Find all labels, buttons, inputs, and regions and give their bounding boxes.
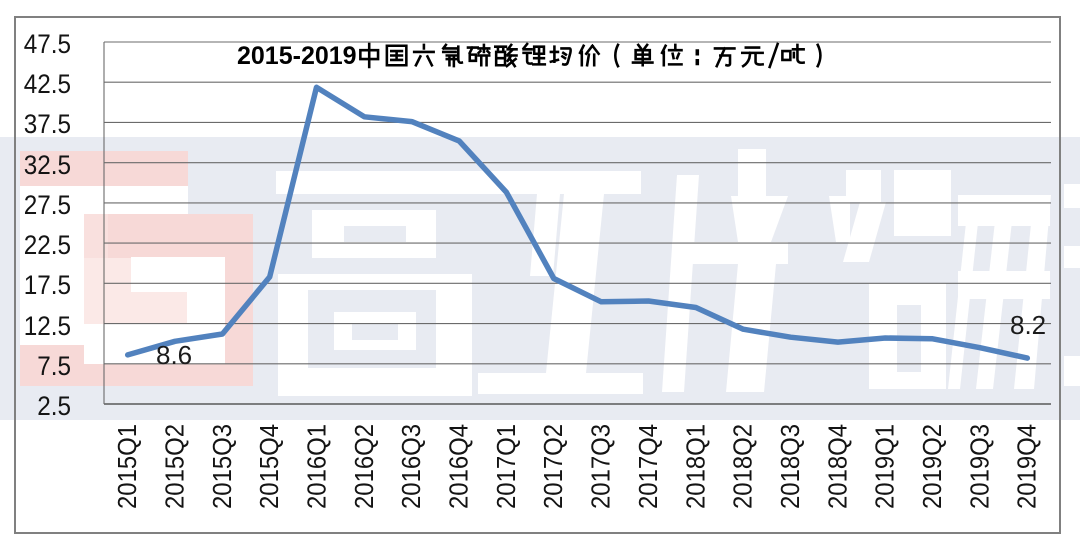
svg-text:8.6: 8.6	[156, 340, 192, 370]
svg-text:2017Q3: 2017Q3	[587, 424, 616, 509]
svg-text:2015Q4: 2015Q4	[255, 424, 284, 509]
svg-text:2018Q1: 2018Q1	[681, 424, 710, 509]
svg-text:32.5: 32.5	[24, 151, 71, 180]
svg-text:37.5: 37.5	[24, 110, 71, 139]
svg-text:2017Q1: 2017Q1	[492, 424, 521, 509]
svg-text:2018Q3: 2018Q3	[776, 424, 805, 509]
svg-text:7.5: 7.5	[37, 352, 71, 381]
svg-text:42.5: 42.5	[24, 70, 71, 99]
svg-text:22.5: 22.5	[24, 231, 71, 260]
svg-text:2018Q2: 2018Q2	[729, 424, 758, 509]
svg-text:2016Q4: 2016Q4	[445, 424, 474, 509]
svg-text:2017Q4: 2017Q4	[634, 424, 663, 509]
svg-text:2019Q1: 2019Q1	[871, 424, 900, 509]
svg-text:2016Q1: 2016Q1	[303, 424, 332, 509]
svg-text:27.5: 27.5	[24, 191, 71, 220]
svg-text:8.2: 8.2	[1010, 310, 1046, 340]
svg-text:2016Q2: 2016Q2	[350, 424, 379, 509]
svg-text:2015Q2: 2015Q2	[161, 424, 190, 509]
svg-text:12.5: 12.5	[24, 312, 71, 341]
svg-text:2019Q3: 2019Q3	[966, 424, 995, 509]
svg-text:47.5: 47.5	[24, 30, 71, 59]
svg-text:2019Q2: 2019Q2	[918, 424, 947, 509]
svg-text:2016Q3: 2016Q3	[397, 424, 426, 509]
svg-text:2018Q4: 2018Q4	[823, 424, 852, 509]
svg-text:2019Q4: 2019Q4	[1013, 424, 1042, 509]
svg-text:2.5: 2.5	[37, 392, 71, 421]
svg-text:2015Q3: 2015Q3	[208, 424, 237, 509]
svg-text:17.5: 17.5	[24, 271, 71, 300]
svg-text:2017Q2: 2017Q2	[539, 424, 568, 509]
svg-text:2015-2019: 2015-2019	[237, 42, 357, 70]
svg-text:2015Q1: 2015Q1	[113, 424, 142, 509]
